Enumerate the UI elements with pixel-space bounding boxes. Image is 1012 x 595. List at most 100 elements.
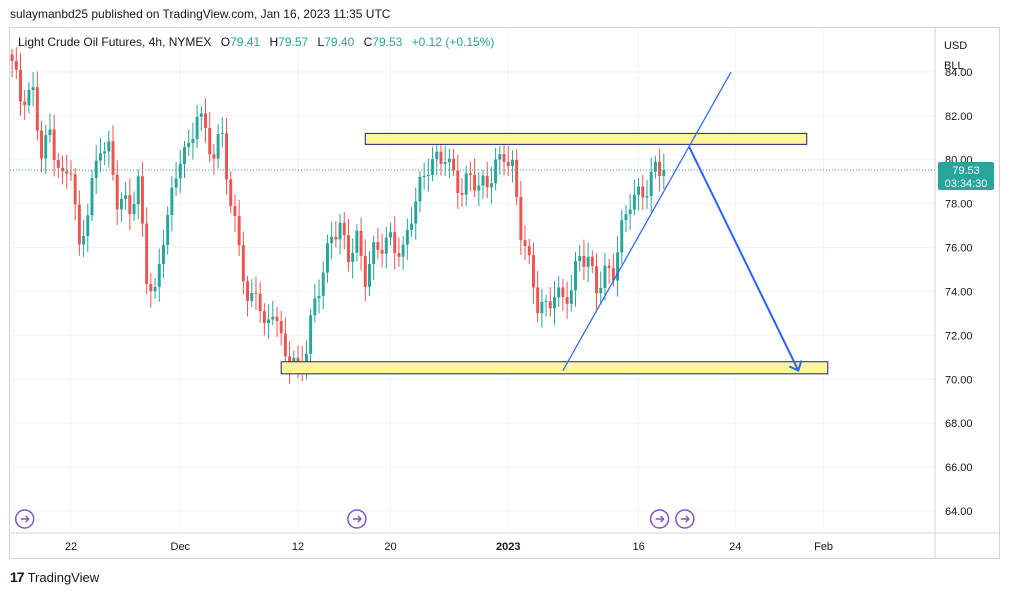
candle-body [69, 173, 73, 175]
candle-body [107, 141, 111, 152]
candle-body [401, 244, 405, 257]
projection-arrow-head [788, 360, 803, 372]
candle-body [380, 249, 384, 254]
candle-body [225, 133, 229, 180]
candle-body [389, 232, 392, 238]
candle-body [208, 128, 212, 155]
event-arrow-head-icon [25, 515, 30, 523]
candle-body [624, 214, 628, 221]
candle-body [283, 333, 287, 357]
candle-body [553, 297, 556, 309]
candle-body [73, 174, 77, 205]
candle-body [145, 223, 149, 285]
candle-body [65, 171, 69, 174]
candle-body [35, 87, 39, 131]
candle-body [19, 69, 22, 102]
candle-body [191, 138, 195, 144]
candle-body [178, 163, 182, 179]
candle-body [195, 116, 199, 139]
candle-body [61, 167, 65, 172]
candle-body [82, 236, 86, 245]
candle-body [494, 159, 498, 184]
candle-body [330, 236, 334, 244]
candle-body [216, 133, 220, 159]
x-tick-label: 22 [65, 541, 77, 553]
chart-frame [9, 27, 1000, 559]
low-value: 79.40 [324, 35, 355, 49]
candle-body [199, 113, 203, 117]
y-tick-label: 78.00 [945, 199, 973, 211]
candle-body [271, 316, 275, 320]
candle-body [237, 216, 241, 246]
candle-body [569, 290, 573, 304]
x-tick-label: 12 [292, 541, 304, 553]
last-price-badge [938, 162, 994, 191]
candle-body [338, 222, 342, 240]
candle-body [637, 186, 641, 195]
trendline [562, 71, 732, 371]
candle-body [355, 230, 359, 253]
resistance-zone [364, 132, 808, 145]
candle-body [128, 195, 132, 215]
candle-body [498, 154, 502, 160]
y-tick-label: 72.00 [945, 330, 973, 342]
low-label: L [317, 35, 325, 49]
publisher-header: sulaymanbd25 published on TradingView.co… [10, 7, 391, 21]
last-price-value: 79.53 [952, 165, 980, 177]
candle-body [603, 265, 607, 288]
candle-body [132, 204, 136, 215]
y-tick-label: 74.00 [945, 286, 973, 298]
symbol-title[interactable]: Light Crude Oil Futures, 4h, NYMEX [18, 35, 212, 49]
candle-body [296, 357, 300, 363]
currency-label[interactable]: USD [944, 40, 968, 52]
candle-body [346, 235, 350, 262]
candle-body [161, 244, 165, 265]
candle-body [489, 183, 493, 188]
y-tick-label: 76.00 [945, 243, 973, 255]
candle-body [187, 143, 191, 148]
candle-body [94, 160, 98, 179]
candle-body [435, 151, 439, 160]
candle-body [477, 185, 481, 191]
candle-body [376, 242, 380, 250]
unit-label[interactable]: BLL [944, 60, 964, 72]
candle-body [582, 255, 586, 267]
candle-body [40, 130, 44, 159]
candle-body [531, 255, 535, 288]
candle-body [359, 230, 363, 256]
candle-body [119, 199, 123, 210]
candle-body [44, 135, 48, 159]
candle-body [90, 178, 94, 216]
event-arrow-head-icon [660, 515, 665, 523]
close-value: 79.53 [372, 35, 403, 49]
candle-body [372, 242, 376, 264]
candle-body [14, 60, 18, 70]
event-arrow-head-icon [685, 515, 690, 523]
candle-body [653, 161, 657, 172]
y-tick-label: 82.00 [945, 111, 973, 123]
candle-body [447, 158, 451, 163]
x-tick-label: 20 [384, 541, 396, 553]
candle-body [149, 284, 153, 292]
footer-brand: 17 TradingView [10, 569, 99, 585]
candle-body [414, 201, 418, 224]
candle-body [313, 298, 317, 316]
candle-body [658, 161, 662, 177]
candle-body [439, 151, 443, 164]
candle-body [56, 160, 60, 168]
x-tick-label: 16 [632, 541, 644, 553]
candle-body [140, 176, 144, 224]
candle-body [309, 315, 313, 354]
candle-body [304, 353, 308, 369]
candle-body [540, 301, 544, 314]
x-tick-label: Feb [814, 541, 833, 553]
candle-body [111, 141, 115, 175]
candle-body [229, 179, 233, 207]
candle-body [527, 246, 531, 256]
candle-body [384, 237, 388, 254]
candle-body [325, 243, 329, 273]
candle-body [595, 266, 599, 294]
candle-body [250, 292, 254, 301]
candle-body [599, 287, 603, 294]
